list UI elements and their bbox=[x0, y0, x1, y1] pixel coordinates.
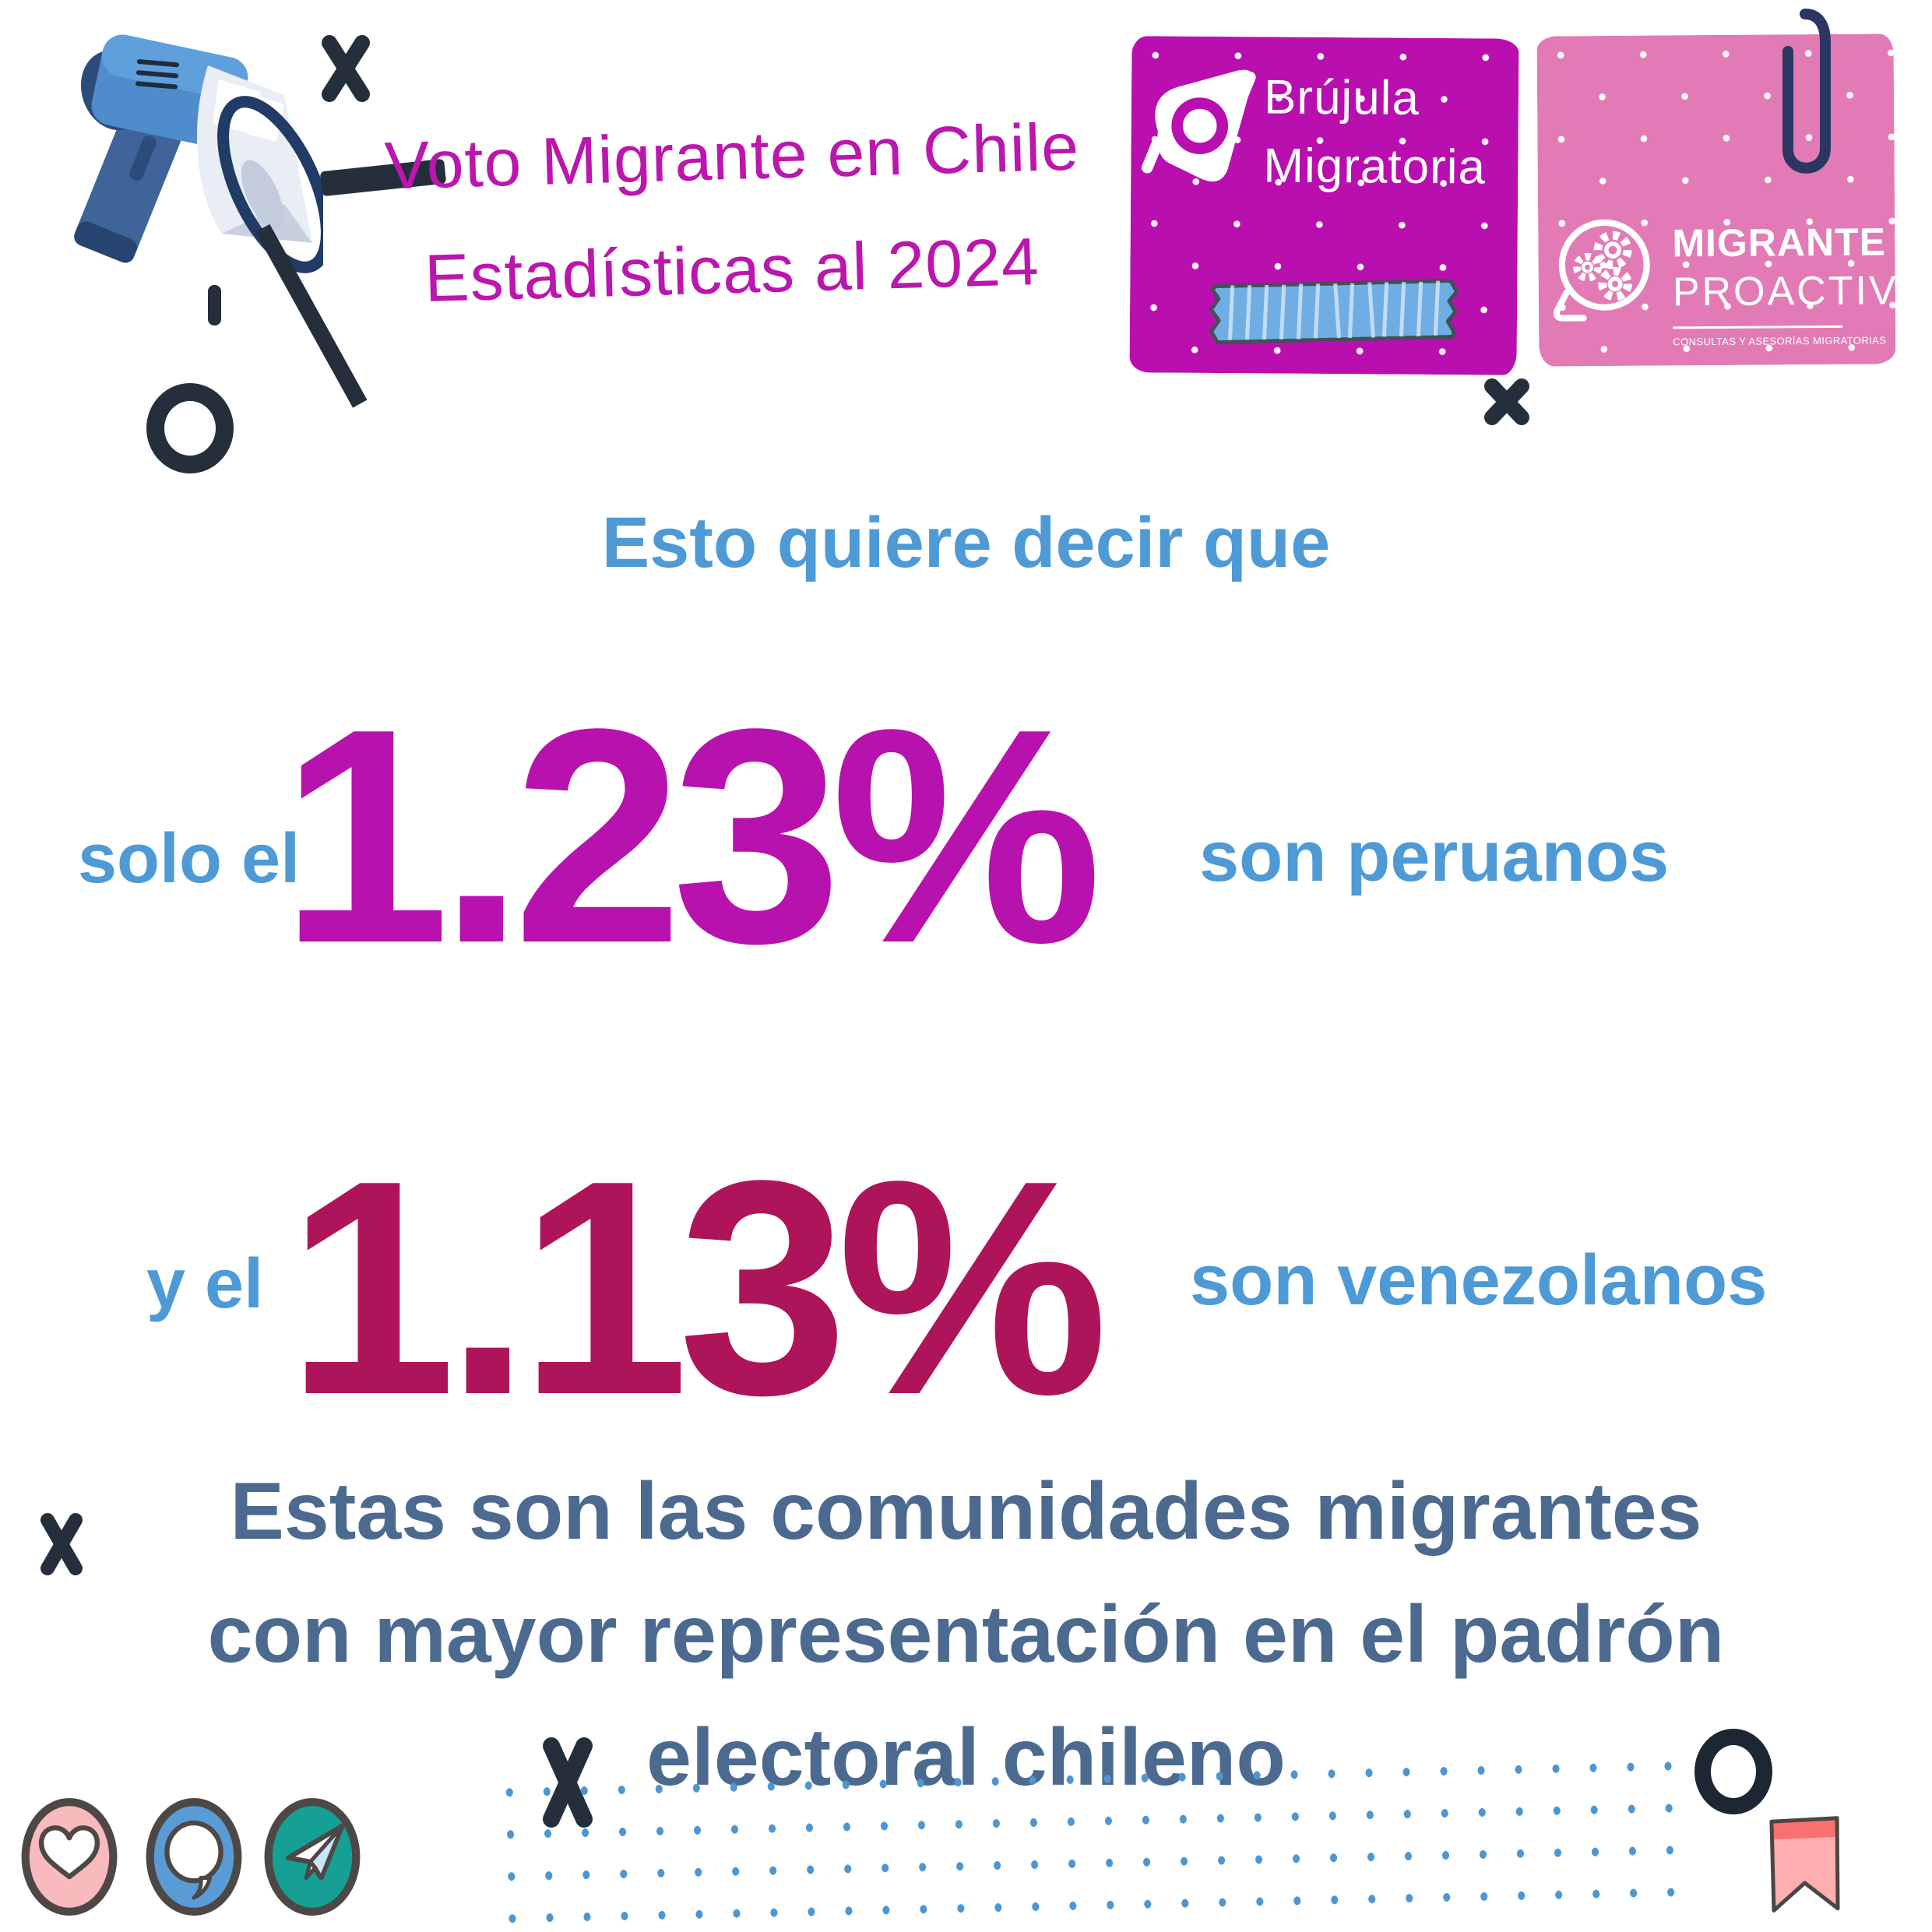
brujula-name-line1: Brújula bbox=[1263, 70, 1420, 125]
circle-outline-bottom-icon bbox=[1694, 1729, 1772, 1814]
x-mark-left-icon bbox=[40, 1513, 83, 1575]
brujula-logo-icon bbox=[1141, 69, 1256, 182]
stat-peruanos-value: 1.23% bbox=[280, 666, 1102, 1007]
head-gears-icon bbox=[1553, 219, 1650, 322]
stat-venezolanos-prefix: y el bbox=[146, 1245, 264, 1323]
proactivo-brand-line1: MIGRANTE bbox=[1672, 220, 1887, 266]
stat-peruanos-suffix: son peruanos bbox=[1199, 817, 1670, 896]
x-mark-logos-icon bbox=[1484, 378, 1529, 425]
stat-peruanos-prefix: solo el bbox=[78, 820, 301, 898]
proactivo-tagline: CONSULTAS Y ASESORÍAS MIGRATORIAS bbox=[1673, 334, 1887, 348]
paper-plane-share-icon[interactable] bbox=[262, 1796, 362, 1918]
brujula-name-line2: Migratoria bbox=[1263, 139, 1487, 195]
small-dash-mark bbox=[208, 285, 221, 326]
stat-venezolanos-suffix: son venezolanos bbox=[1190, 1240, 1768, 1320]
x-mark-top-icon bbox=[322, 35, 370, 102]
conclusion-line1: Estas son las comunidades migrantes bbox=[230, 1466, 1702, 1557]
heart-like-icon[interactable] bbox=[19, 1796, 119, 1918]
intro-text: Esto quiere decir que bbox=[601, 503, 1331, 582]
proactivo-brand-line2: PROACTIVO bbox=[1672, 268, 1896, 315]
logo-migrante-proactivo: MIGRANTE PROACTIVO CONSULTAS Y ASESORÍAS… bbox=[1536, 33, 1896, 367]
proactivo-divider bbox=[1673, 325, 1843, 329]
circle-outline-mark bbox=[146, 383, 234, 473]
comment-bubble-icon[interactable] bbox=[144, 1796, 244, 1918]
stat-venezolanos-value: 1.13% bbox=[287, 1117, 1108, 1459]
bookmark-ribbon-icon bbox=[1769, 1816, 1840, 1913]
washi-tape-icon bbox=[1209, 279, 1459, 345]
dotted-pattern bbox=[490, 1744, 1681, 1932]
conclusion-line2: con mayor representación en el padrón bbox=[207, 1589, 1725, 1680]
megaphone-icon bbox=[74, 34, 323, 273]
logo-brujula-migratoria: Brújula Migratoria bbox=[1129, 36, 1519, 375]
paperclip-icon bbox=[1782, 9, 1831, 174]
